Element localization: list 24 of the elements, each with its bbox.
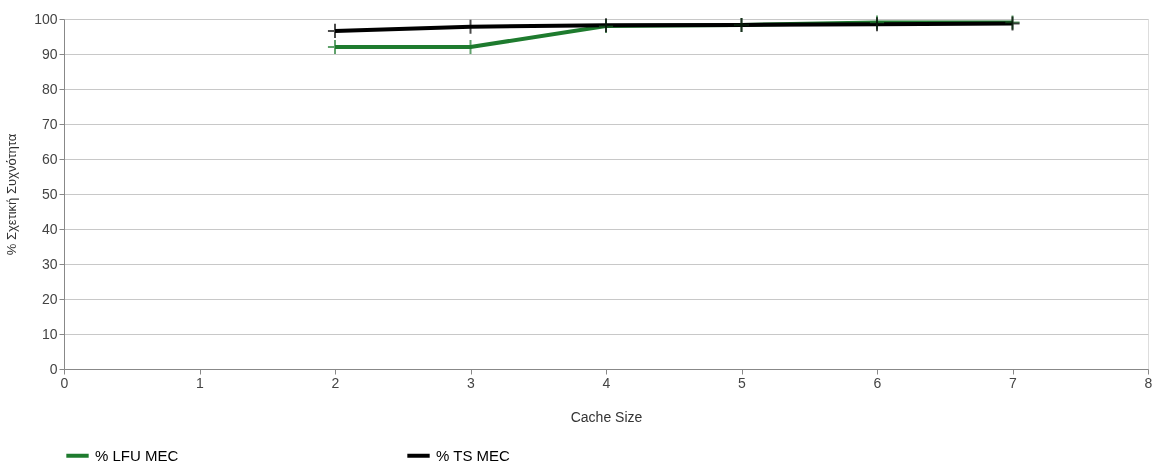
- y-tick-label: 0: [49, 360, 58, 377]
- legend-label: % TS MEC: [436, 446, 511, 464]
- x-tick-label: 2: [331, 374, 340, 391]
- y-tick-label: 80: [41, 80, 58, 97]
- x-tick-label: 1: [196, 374, 205, 391]
- legend-label: % LFU MEC: [95, 446, 179, 464]
- y-tick-label: 90: [41, 45, 58, 62]
- y-tick-label: 60: [41, 150, 58, 167]
- y-tick-label: 20: [41, 290, 58, 307]
- x-tick-label: 0: [60, 374, 69, 391]
- y-tick-label: 30: [41, 255, 58, 272]
- y-tick-label: 100: [34, 10, 58, 27]
- y-tick-label: 70: [41, 115, 58, 132]
- x-tick-label: 8: [1144, 374, 1153, 391]
- x-axis-title: Cache Size: [570, 408, 643, 425]
- y-axis-title: % Σχετική Συχνότητα: [4, 133, 20, 256]
- x-tick-label: 7: [1009, 374, 1018, 391]
- x-tick-label: 6: [873, 374, 882, 391]
- x-tick-label: 5: [738, 374, 747, 391]
- y-tick-label: 40: [41, 220, 58, 237]
- y-tick-label: 10: [41, 325, 58, 342]
- x-tick-label: 3: [467, 374, 476, 391]
- y-tick-label: 50: [41, 185, 58, 202]
- x-tick-label: 4: [602, 374, 611, 391]
